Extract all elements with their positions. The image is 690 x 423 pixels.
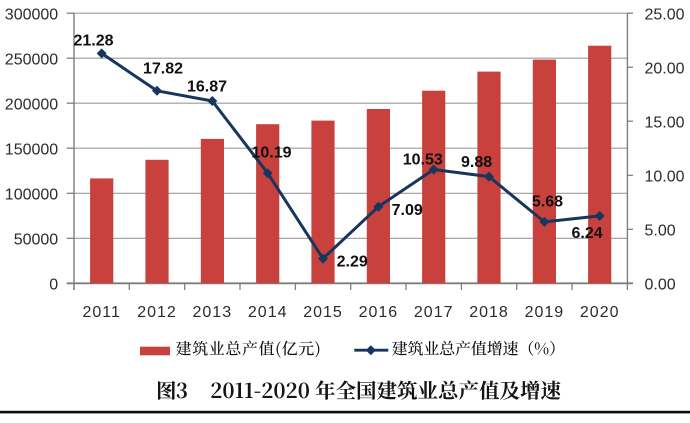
svg-text:0.00: 0.00 xyxy=(645,277,676,294)
svg-text:200000: 200000 xyxy=(5,97,58,114)
svg-text:6.24: 6.24 xyxy=(572,225,603,242)
svg-text:10.00: 10.00 xyxy=(645,169,685,186)
svg-text:2020: 2020 xyxy=(580,304,620,321)
svg-text:2016: 2016 xyxy=(359,304,399,321)
svg-text:2011: 2011 xyxy=(82,304,120,321)
svg-text:15.00: 15.00 xyxy=(645,115,685,132)
svg-text:20.00: 20.00 xyxy=(645,61,685,78)
svg-text:5.00: 5.00 xyxy=(645,223,676,240)
svg-text:10.19: 10.19 xyxy=(251,144,291,161)
svg-text:5.68: 5.68 xyxy=(532,193,563,210)
svg-text:2013: 2013 xyxy=(193,304,233,321)
svg-text:2.29: 2.29 xyxy=(337,253,368,270)
svg-text:250000: 250000 xyxy=(5,52,58,69)
svg-text:2012: 2012 xyxy=(137,304,177,321)
svg-text:50000: 50000 xyxy=(14,232,59,249)
svg-text:25.00: 25.00 xyxy=(645,7,685,24)
svg-text:2015: 2015 xyxy=(303,304,343,321)
svg-text:7.09: 7.09 xyxy=(392,202,423,219)
svg-text:21.28: 21.28 xyxy=(73,32,113,49)
svg-text:17.82: 17.82 xyxy=(143,60,183,77)
svg-text:0: 0 xyxy=(49,277,58,294)
svg-text:2018: 2018 xyxy=(469,304,509,321)
svg-text:10.53: 10.53 xyxy=(403,151,443,168)
svg-text:2014: 2014 xyxy=(248,304,288,321)
svg-text:150000: 150000 xyxy=(5,142,58,159)
svg-text:100000: 100000 xyxy=(5,187,58,204)
svg-text:9.88: 9.88 xyxy=(461,154,492,171)
svg-text:300000: 300000 xyxy=(5,7,58,24)
svg-text:2019: 2019 xyxy=(525,304,565,321)
svg-text:2017: 2017 xyxy=(414,304,454,321)
svg-text:16.87: 16.87 xyxy=(187,78,227,95)
